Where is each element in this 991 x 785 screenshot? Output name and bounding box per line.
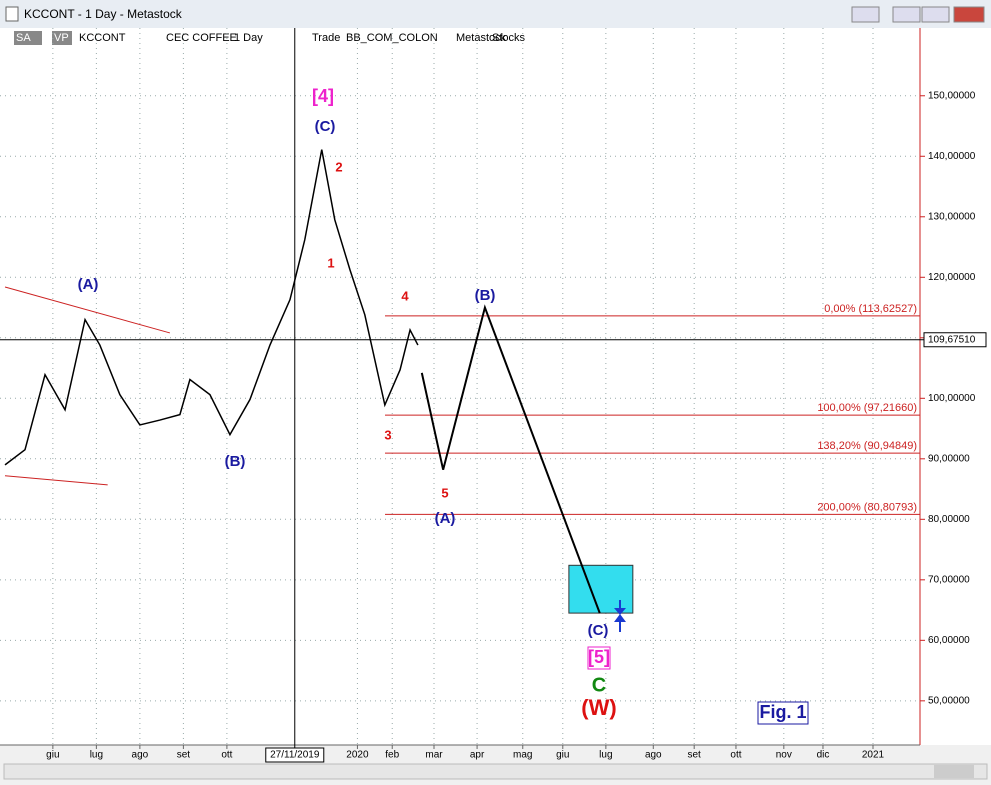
x-tick-label: giu [46, 750, 59, 761]
wave-label: Fig. 1 [759, 702, 806, 722]
y-tick-label: 150,00000 [928, 90, 976, 101]
wave-label: [5] [588, 647, 610, 667]
x-tick-label: apr [470, 750, 485, 761]
trendline [4, 286, 171, 334]
close-button[interactable] [953, 6, 985, 23]
y-tick-label: 100,00000 [928, 393, 976, 404]
minimize-button[interactable] [892, 6, 921, 23]
price-line [420, 304, 601, 614]
wave-label: 3 [384, 427, 391, 442]
x-tick-label: ago [645, 750, 662, 761]
x-tick-label: ago [132, 750, 149, 761]
wave-label: 1 [327, 255, 334, 270]
last-price-box [923, 332, 987, 348]
wave-label: (C) [588, 622, 609, 639]
x-tick-label: set [688, 750, 702, 761]
y-tick-label: 60,00000 [928, 635, 970, 646]
toolbar-label: CEC COFFEE [166, 32, 237, 44]
x-tick-label: nov [776, 750, 792, 761]
y-tick-label: 70,00000 [928, 574, 970, 585]
x-tick-label: lug [599, 750, 612, 761]
wave-label: 4 [401, 288, 409, 303]
last-price-label: 109,67510 [928, 334, 976, 345]
maximize-button[interactable] [921, 6, 950, 23]
restore-button[interactable] [851, 6, 880, 23]
wave-label: 5 [441, 485, 448, 500]
x-tick-label: 2021 [862, 750, 885, 761]
plot-area [0, 28, 920, 745]
x-tick-label: ott [730, 750, 741, 761]
target-zone [568, 564, 634, 614]
y-tick-label: 140,00000 [928, 151, 976, 162]
wave-label: (B) [475, 287, 496, 304]
annotation-box [587, 646, 611, 670]
app-icon [5, 6, 19, 22]
crosshair-label: 27/11/2019 [270, 750, 320, 761]
fib-label: 200,00% (80,80793) [817, 501, 917, 513]
x-tick-label: giu [556, 750, 569, 761]
x-tick-label: mar [425, 750, 443, 761]
crosshair-label-box [265, 747, 325, 763]
x-tick-label: set [177, 750, 191, 761]
toolbar-label: KCCONT [79, 32, 126, 44]
toolbar-label: Stocks [492, 32, 526, 44]
y-axis-area [920, 28, 991, 745]
title-bar [0, 0, 991, 28]
down-arrow [614, 600, 626, 615]
y-tick-label: 130,00000 [928, 211, 976, 222]
price-line [4, 149, 419, 466]
wave-label: (A) [78, 276, 99, 293]
up-arrow [614, 614, 626, 632]
wave-label: (W) [581, 695, 616, 720]
wave-label: (A) [435, 510, 456, 527]
wave-label: (B) [225, 453, 246, 470]
y-tick-label: 50,00000 [928, 695, 970, 706]
x-tick-label: mag [513, 750, 532, 761]
x-tick-label: ott [221, 750, 232, 761]
annotation-box [757, 701, 809, 725]
x-tick-label: lug [90, 750, 103, 761]
toolbar-label: VP [54, 32, 69, 44]
fib-label: 138,20% (90,94849) [817, 440, 917, 452]
window-title: KCCONT - 1 Day - Metastock [24, 7, 183, 21]
wave-label: [4] [312, 86, 334, 106]
fib-label: 100,00% (97,21660) [817, 402, 917, 414]
wave-label: (C) [315, 118, 336, 135]
x-tick-label: 2020 [346, 750, 369, 761]
toolbar-button[interactable] [14, 31, 42, 45]
toolbar-label: BB_COM_COLON [346, 32, 438, 44]
x-tick-label: dic [817, 750, 830, 761]
y-tick-label: 120,00000 [928, 272, 976, 283]
scroll-thumb[interactable] [934, 765, 974, 778]
wave-label: 2 [335, 159, 342, 174]
scrollbar[interactable] [3, 763, 988, 780]
trendline [4, 475, 108, 486]
toolbar-label: 1 Day [234, 32, 263, 44]
plot: 50,00000 60,00000 70,00000 80,00000 90,00000… [0, 28, 987, 763]
fib-label: 0,00% (113,62527) [824, 303, 917, 315]
x-tick-label: feb [385, 750, 399, 761]
toolbar-button[interactable] [52, 31, 72, 45]
toolbar-label: SA [16, 32, 31, 44]
wave-label: C [592, 674, 606, 696]
toolbar-label: Metastock [456, 32, 507, 44]
y-tick-label: 80,00000 [928, 514, 970, 525]
y-tick-label: 90,00000 [928, 453, 970, 464]
toolbar-label: Trade [312, 32, 340, 44]
